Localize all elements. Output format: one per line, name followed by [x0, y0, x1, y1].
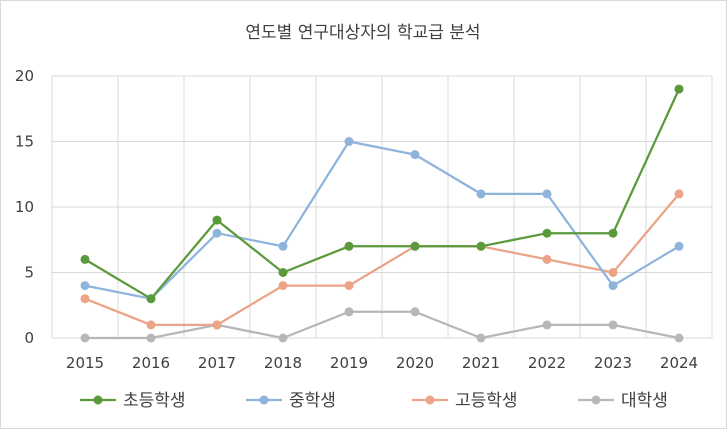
data-point [410, 307, 420, 317]
data-point [608, 268, 618, 277]
data-point [80, 333, 90, 343]
y-tick-label: 5 [24, 264, 34, 282]
x-tick-label: 2016 [132, 354, 170, 372]
data-point [80, 254, 90, 264]
legend-label: 초등학생 [123, 391, 186, 411]
series-group [80, 84, 684, 343]
legend-item: 고등학생 [412, 391, 518, 411]
data-point [542, 254, 552, 264]
legend-item: 대학생 [578, 391, 668, 411]
data-point [212, 215, 222, 225]
data-point [212, 320, 222, 330]
legend-label: 대학생 [621, 391, 668, 411]
data-point [674, 189, 684, 199]
series-1 [80, 137, 684, 304]
x-tick-label: 2022 [528, 354, 566, 372]
data-point [608, 320, 618, 330]
x-tick-label: 2017 [198, 354, 236, 372]
series-line [84, 88, 681, 300]
x-tick-label: 2023 [594, 354, 632, 372]
y-axis-ticks: 0 5 10 15 20 [15, 67, 34, 347]
series-3 [80, 307, 684, 343]
data-point [674, 333, 684, 343]
data-point [80, 281, 90, 291]
data-point [344, 241, 354, 251]
data-point [608, 281, 618, 291]
x-tick-label: 2018 [264, 354, 302, 372]
series-line [84, 140, 680, 300]
legend-marker [259, 395, 269, 405]
data-point [410, 150, 420, 160]
series-line [85, 310, 680, 340]
data-point [344, 137, 354, 146]
data-point [278, 281, 288, 291]
data-point [146, 333, 156, 343]
data-point [542, 228, 552, 238]
data-point [146, 320, 156, 330]
data-point [608, 228, 618, 238]
data-point [476, 333, 486, 343]
data-point [278, 333, 288, 343]
y-tick-label: 10 [15, 198, 34, 216]
data-point [410, 241, 420, 251]
data-point [476, 189, 486, 199]
data-point [344, 307, 354, 317]
data-point [674, 84, 684, 94]
y-tick-label: 15 [15, 133, 34, 151]
data-point [212, 228, 222, 238]
y-tick-label: 20 [15, 67, 34, 85]
legend-marker [591, 395, 601, 405]
data-point [80, 294, 90, 304]
data-point [278, 241, 288, 251]
x-tick-label: 2019 [330, 354, 368, 372]
chart-title: 연도별 연구대상자의 학교급 분석 [245, 23, 480, 43]
legend-marker [93, 395, 103, 405]
data-point [542, 320, 552, 330]
x-tick-label: 2020 [396, 354, 434, 372]
data-point [146, 294, 156, 304]
x-tick-label: 2015 [66, 354, 104, 372]
legend-label: 고등학생 [455, 391, 518, 411]
y-tick-label: 0 [24, 329, 34, 347]
series-line [84, 193, 680, 327]
legend-item: 초등학생 [80, 391, 186, 411]
legend: 초등학생 중학생 고등학생 대학생 [80, 391, 668, 411]
x-tick-label: 2021 [462, 354, 500, 372]
x-tick-label: 2024 [660, 354, 698, 372]
gridlines [51, 75, 713, 339]
data-point [542, 189, 552, 199]
legend-label: 중학생 [289, 391, 336, 411]
data-point [476, 241, 486, 251]
series-0 [80, 84, 684, 304]
legend-item: 중학생 [246, 391, 336, 411]
x-axis-ticks: 2015 2016 2017 2018 2019 2020 2021 2022 2023 2024 [66, 354, 698, 372]
data-point [674, 241, 684, 251]
legend-marker [425, 395, 435, 405]
data-point [278, 268, 288, 277]
data-point [344, 281, 354, 291]
